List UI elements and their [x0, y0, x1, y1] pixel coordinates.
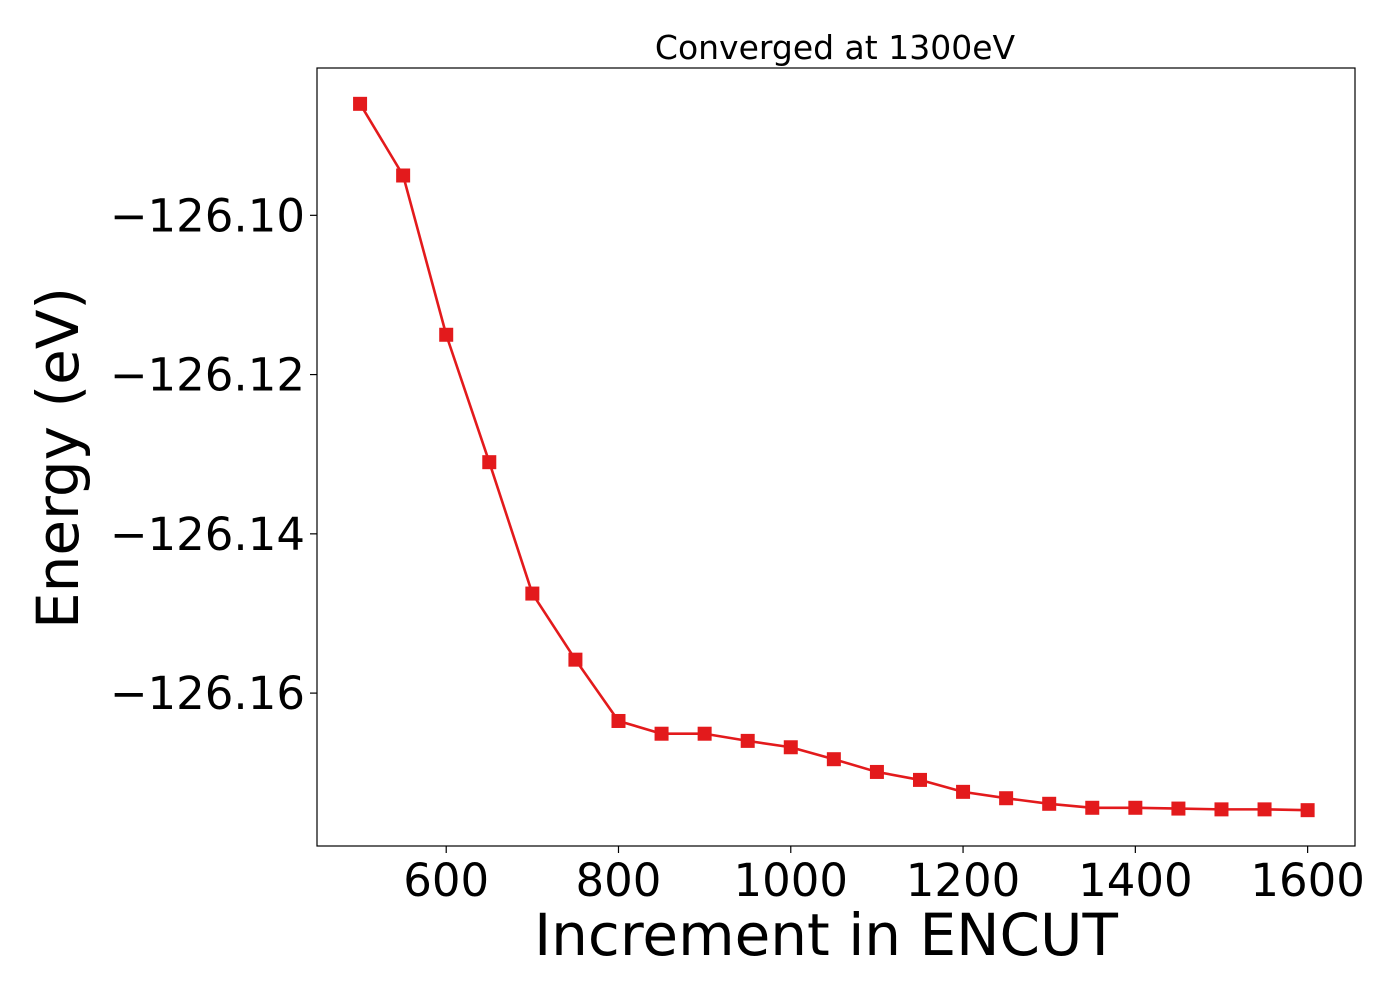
chart-title: Converged at 1300eV [655, 28, 1016, 67]
data-point-marker [869, 764, 884, 779]
data-point-marker [1171, 801, 1186, 816]
x-tick-label: 1200 [906, 854, 1021, 907]
y-tick-label: −126.14 [110, 508, 305, 561]
x-tick-label: 1400 [1078, 854, 1193, 907]
x-tick-label: 600 [403, 854, 489, 907]
data-point-marker [482, 455, 497, 470]
data-point-marker [611, 713, 626, 728]
data-point-marker [568, 652, 583, 667]
data-point-marker [353, 96, 368, 111]
data-point-marker [912, 772, 927, 787]
y-tick-label: −126.16 [110, 667, 305, 720]
y-tick-label: −126.10 [110, 189, 305, 242]
x-tick-label: 1000 [734, 854, 849, 907]
data-point-marker [1085, 800, 1100, 815]
data-point-marker [956, 784, 971, 799]
data-point-marker [396, 168, 411, 183]
data-point-marker [525, 586, 540, 601]
data-point-marker [1257, 802, 1272, 817]
data-point-marker [654, 726, 669, 741]
y-tick-label: −126.12 [110, 349, 305, 402]
data-point-marker [1128, 800, 1143, 815]
data-point-marker [826, 752, 841, 767]
data-point-marker [697, 726, 712, 741]
data-point-marker [1042, 796, 1057, 811]
data-point-marker [1214, 802, 1229, 817]
data-point-marker [439, 327, 454, 342]
data-point-marker [999, 791, 1014, 806]
data-point-marker [740, 733, 755, 748]
plot-area: 600 800 1000 1200 1400 1600 −126.10 −126.12 −126… [110, 67, 1365, 907]
x-axis-label: Increment in ENCUT [534, 901, 1118, 969]
y-axis-label: Energy (eV) [24, 287, 92, 629]
x-tick-label: 800 [576, 854, 662, 907]
data-point-marker [1300, 803, 1315, 818]
data-point-marker [783, 740, 798, 755]
plot-frame [316, 67, 1356, 847]
x-tick-label: 1600 [1250, 854, 1365, 907]
